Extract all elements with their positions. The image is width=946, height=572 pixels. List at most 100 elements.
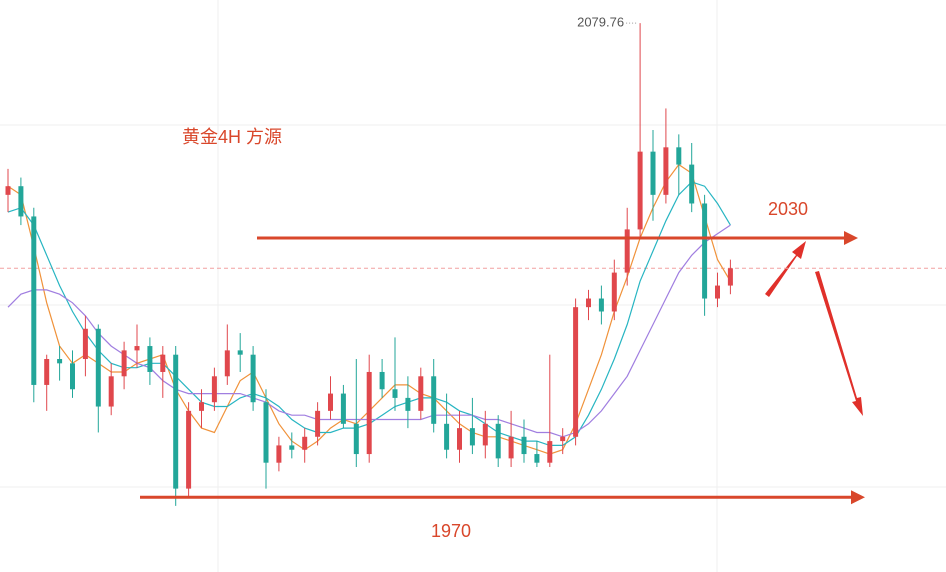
candle-body <box>702 203 708 299</box>
candle <box>211 367 217 411</box>
candle-body <box>237 350 243 355</box>
candle <box>534 441 540 468</box>
candle-body <box>534 454 540 463</box>
candle-body <box>624 229 630 273</box>
level-label: 1970 <box>431 521 471 541</box>
candle-body <box>134 346 140 351</box>
candle-body <box>379 371 385 390</box>
candle-body <box>547 441 553 463</box>
candle <box>199 389 204 429</box>
candle-body <box>224 350 230 377</box>
candle-body <box>418 376 424 411</box>
level-arrowhead <box>851 490 865 505</box>
candle <box>624 207 630 286</box>
arrow-down <box>815 271 863 416</box>
candle-body <box>302 436 308 450</box>
candle-body <box>366 371 372 455</box>
candle <box>418 367 424 420</box>
high-label: 2079.76 <box>577 15 624 30</box>
candle <box>508 410 514 468</box>
candle-body <box>160 354 166 372</box>
candle <box>173 346 179 506</box>
candle-body <box>18 186 24 217</box>
candle <box>250 346 256 411</box>
candle-body <box>521 436 527 455</box>
candle <box>237 333 243 372</box>
candle-body <box>31 216 37 385</box>
candle <box>715 272 720 308</box>
candle <box>160 346 166 398</box>
chart-title: 黄金4H 方源 <box>182 127 282 147</box>
candle <box>521 419 527 463</box>
candle <box>637 23 643 239</box>
candle <box>482 410 488 459</box>
candle <box>340 384 346 429</box>
candle-body <box>405 397 411 411</box>
candle-body <box>121 350 127 377</box>
candle-body <box>392 389 398 398</box>
candle-body <box>676 147 682 165</box>
candle-body <box>353 423 359 455</box>
candle-body <box>289 445 295 450</box>
candle <box>560 428 566 455</box>
candle <box>366 354 372 463</box>
candle-body <box>250 354 256 403</box>
level-arrowhead <box>844 231 858 246</box>
candle <box>328 376 333 420</box>
candle-body <box>57 359 63 364</box>
candle-body <box>315 410 321 437</box>
candle <box>392 337 398 411</box>
candle <box>18 177 24 226</box>
candle <box>573 298 579 446</box>
candle <box>186 402 192 498</box>
candle <box>147 337 153 385</box>
candle <box>586 289 591 321</box>
candle-body <box>444 423 450 450</box>
candle-body <box>598 298 604 312</box>
candle-body <box>650 151 656 195</box>
candle-body <box>211 376 217 403</box>
candle-body <box>5 186 11 195</box>
candle-body <box>586 298 591 308</box>
candle <box>289 432 295 459</box>
candle <box>547 354 553 468</box>
candle <box>82 315 88 377</box>
candle-body <box>611 272 617 312</box>
candle <box>121 341 127 390</box>
level-label: 2030 <box>768 199 808 219</box>
candle <box>44 354 50 411</box>
candle-body <box>340 393 346 424</box>
candle <box>444 393 450 459</box>
candle-body <box>508 436 514 459</box>
candle-body <box>637 151 643 230</box>
arrow-up <box>765 241 806 297</box>
candle-body <box>495 423 501 459</box>
candle <box>457 410 462 463</box>
candle-body <box>263 402 269 463</box>
forecast-arrows <box>765 241 863 416</box>
candle-body <box>186 410 192 489</box>
candle-body <box>95 328 101 407</box>
candle <box>134 324 140 368</box>
candle <box>702 194 708 316</box>
candle <box>379 359 385 398</box>
candle <box>405 376 411 429</box>
candle <box>650 130 656 221</box>
candle-body <box>173 354 179 489</box>
candle-body <box>44 359 50 385</box>
candle-body <box>199 402 204 411</box>
candle <box>263 389 269 489</box>
candle-body <box>469 428 475 446</box>
candle-body <box>573 307 579 437</box>
candle <box>95 324 101 433</box>
candle <box>57 346 63 381</box>
candle <box>108 363 114 416</box>
candle <box>276 436 282 472</box>
candle <box>31 207 37 403</box>
candle-body <box>663 147 669 195</box>
candle-body <box>715 285 720 299</box>
candle <box>676 134 682 195</box>
candle-body <box>147 346 153 372</box>
